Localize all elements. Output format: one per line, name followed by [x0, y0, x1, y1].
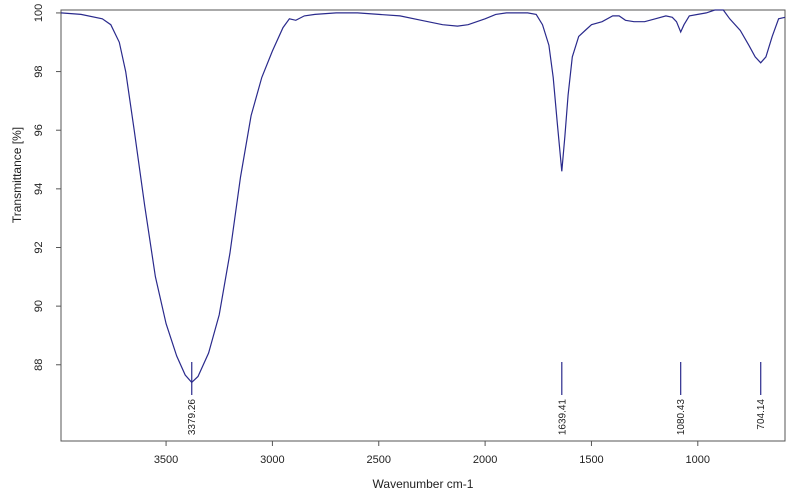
- x-tick-label: 3500: [154, 454, 178, 466]
- y-tick-label: 90: [33, 300, 45, 312]
- y-tick-label: 88: [33, 359, 45, 371]
- plot-frame: [60, 9, 786, 442]
- x-tick-label: 1500: [579, 454, 603, 466]
- x-tick-label: 2000: [473, 454, 497, 466]
- spectrum-line: [60, 9, 786, 384]
- x-axis-title: Wavenumber cm-1: [373, 477, 474, 491]
- x-tick-label: 3000: [260, 454, 284, 466]
- y-tick-label: 94: [33, 183, 45, 195]
- x-tick-label: 2500: [367, 454, 391, 466]
- y-tick-label: 96: [33, 124, 45, 136]
- x-axis-ticks: 3500 3000 2500 2000 1500 1000: [154, 441, 710, 466]
- y-tick-label: 98: [33, 65, 45, 77]
- peak-label: 1080.43: [676, 399, 687, 436]
- peak-label: 704.14: [756, 399, 767, 430]
- peak-markers: 3379.26 1639.41 1080.43 704.14: [187, 362, 767, 435]
- peak-label: 1639.41: [557, 399, 568, 436]
- y-axis-title: Transmittance [%]: [10, 127, 24, 223]
- y-tick-label: 100: [33, 4, 45, 22]
- y-tick-label: 92: [33, 241, 45, 253]
- x-tick-label: 1000: [686, 454, 710, 466]
- peak-label: 3379.26: [187, 399, 198, 436]
- y-axis-ticks: 88 90 92 94 96 98 100: [33, 4, 61, 371]
